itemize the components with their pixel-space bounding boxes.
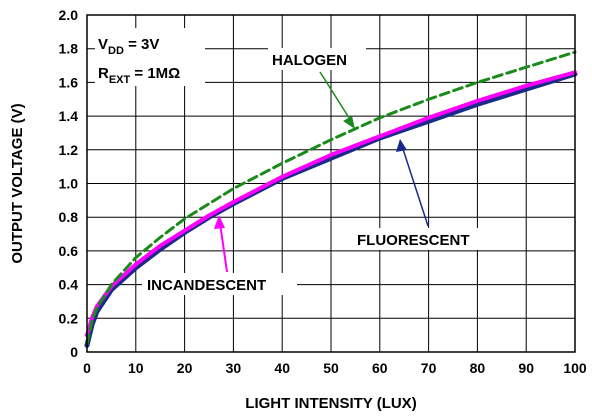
y-tick-label: 0 bbox=[70, 344, 78, 360]
fluorescent-arrow-line bbox=[401, 145, 429, 227]
x-tick-label: 80 bbox=[470, 360, 486, 376]
y-tick-label: 0.6 bbox=[59, 243, 79, 259]
incandescent-label: INCANDESCENT bbox=[147, 277, 266, 294]
x-tick-label: 50 bbox=[323, 360, 339, 376]
y-tick-label: 1.0 bbox=[59, 176, 79, 192]
y-tick-label: 0.8 bbox=[59, 209, 79, 225]
y-tick-label: 1.2 bbox=[59, 142, 79, 158]
y-tick-label: 2.0 bbox=[59, 7, 79, 23]
x-tick-label: 90 bbox=[518, 360, 534, 376]
y-tick-label: 1.6 bbox=[59, 74, 79, 90]
x-tick-label: 100 bbox=[563, 360, 587, 376]
halogen-label-bg bbox=[268, 48, 366, 70]
y-tick-label: 0.4 bbox=[59, 277, 79, 293]
incandescent-label-bg bbox=[142, 273, 297, 295]
halogen-label: HALOGEN bbox=[272, 52, 347, 69]
x-tick-label: 20 bbox=[177, 360, 193, 376]
y-tick-label: 0.2 bbox=[59, 310, 79, 326]
y-axis-title: OUTPUT VOLTAGE (V) bbox=[9, 103, 26, 263]
x-tick-label: 10 bbox=[128, 360, 144, 376]
rext-label: REXT = 1MΩ bbox=[98, 65, 180, 86]
halogen-arrowhead bbox=[343, 116, 355, 129]
series-layer bbox=[84, 50, 578, 348]
x-tick-label: 40 bbox=[274, 360, 290, 376]
fluorescent-label: FLUORESCENT bbox=[357, 232, 470, 249]
series-line-halogen bbox=[85, 50, 577, 346]
fluorescent-arrowhead bbox=[396, 139, 407, 152]
incandescent-arrowhead bbox=[214, 215, 225, 229]
x-axis-title: LIGHT INTENSITY (LUX) bbox=[245, 395, 416, 412]
plot-frame bbox=[86, 14, 576, 353]
fluorescent-label-bg bbox=[352, 228, 500, 250]
halogen-arrow-line bbox=[319, 71, 354, 125]
x-tick-label: 60 bbox=[372, 360, 388, 376]
conditions-box-bg bbox=[95, 28, 205, 86]
tick-labels: 0 10 20 30 40 50 60 70 80 90 100 0 0.2 0.4 0.6 0.8 1.0 1.… bbox=[59, 7, 587, 376]
y-tick-label: 1.4 bbox=[59, 108, 79, 124]
incandescent-arrow-line bbox=[219, 222, 228, 273]
x-tick-label: 30 bbox=[226, 360, 242, 376]
y-tick-label: 1.8 bbox=[59, 41, 79, 57]
x-tick-label: 0 bbox=[83, 360, 91, 376]
x-tick-label: 70 bbox=[421, 360, 437, 376]
vdd-label: VDD = 3V bbox=[98, 36, 159, 57]
